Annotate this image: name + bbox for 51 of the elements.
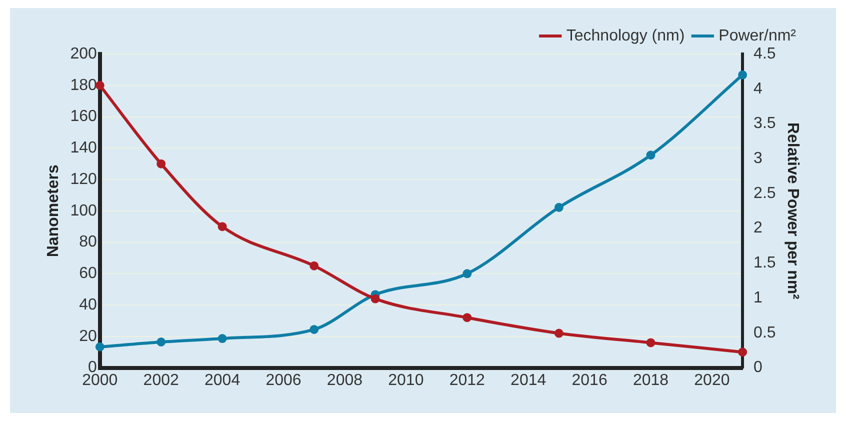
- y-tick-label: 80: [79, 234, 97, 251]
- x-tick-label: 2004: [204, 372, 240, 389]
- point: [738, 348, 748, 357]
- y-tick-label: 100: [70, 202, 97, 220]
- point: [462, 269, 472, 278]
- x-tick-label: 2014: [510, 372, 546, 389]
- point: [310, 261, 319, 270]
- point: [370, 294, 380, 304]
- y-tick-label: 200: [70, 45, 97, 62]
- y2-tick-label: 2.5: [754, 184, 776, 202]
- x-tick-label: 2006: [266, 372, 302, 389]
- point: [95, 342, 104, 352]
- y2-axis-title: Relative Power per nm²: [784, 122, 801, 300]
- point: [646, 150, 656, 160]
- y2-tick-label: 2: [754, 220, 763, 237]
- x-tick-label: 2016: [572, 372, 608, 389]
- y-tick-label: 60: [79, 265, 97, 282]
- y2-tick-label: 1.5: [754, 254, 776, 272]
- legend-label: Power/nm²: [718, 27, 797, 44]
- y-tick-label: 20: [79, 328, 97, 345]
- y-tick-label: 160: [70, 108, 97, 126]
- point: [554, 202, 564, 212]
- point: [218, 334, 227, 344]
- y2-tick-label: 4: [754, 80, 763, 98]
- y2-tick-label: 3.5: [754, 115, 776, 132]
- x-tick-label: 2002: [143, 372, 179, 389]
- point: [462, 313, 472, 322]
- x-tick-label: 2018: [632, 372, 669, 389]
- x-tick-label: 2020: [694, 372, 730, 389]
- y-tick-label: 120: [70, 170, 97, 188]
- point: [738, 70, 748, 80]
- y-tick-label: 180: [70, 76, 97, 94]
- x-tick-label: 2010: [388, 372, 424, 389]
- point: [310, 324, 319, 334]
- y2-tick-label: 3: [754, 150, 763, 168]
- legend-label: Technology (nm): [566, 27, 685, 44]
- y2-tick-label: 1: [754, 289, 763, 306]
- point: [554, 328, 564, 338]
- y2-tick-label: 0: [754, 359, 763, 376]
- x-tick-label: 2012: [449, 372, 486, 389]
- y2-tick-label: 4.5: [754, 45, 776, 62]
- y2-tick-label: 0.5: [754, 324, 776, 342]
- point: [156, 159, 166, 168]
- point: [156, 338, 166, 346]
- point: [218, 222, 227, 232]
- x-tick-label: 2000: [82, 372, 118, 389]
- y-tick-label: 40: [79, 296, 97, 314]
- x-tick-label: 2008: [326, 372, 363, 389]
- point: [646, 338, 656, 348]
- y-axis-title: Nanometers: [45, 164, 62, 258]
- y-tick-label: 140: [70, 140, 97, 157]
